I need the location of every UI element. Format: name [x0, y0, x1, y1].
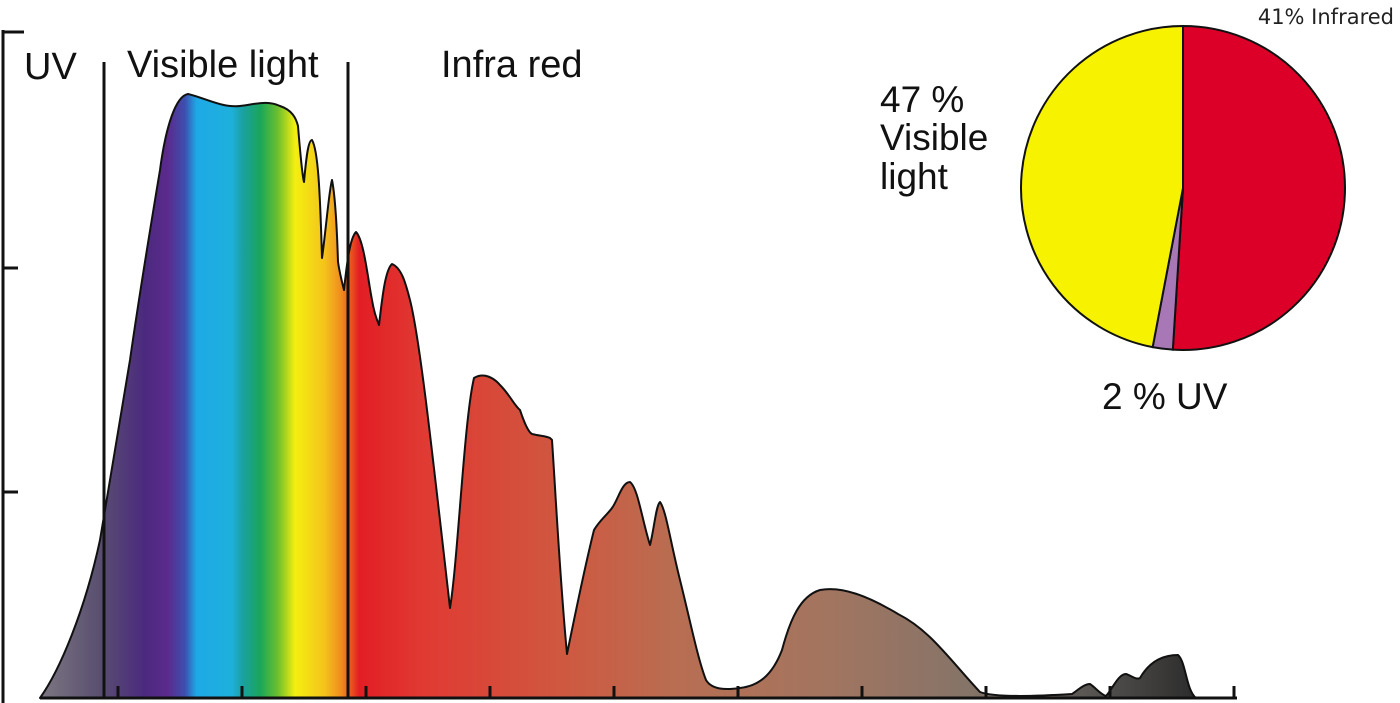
infrared-region-label: Infra red	[441, 44, 583, 86]
pie-visible-label-line-3: light	[880, 156, 949, 197]
visible-region-label: Visible light	[127, 44, 319, 86]
uv-region-label: UV	[24, 46, 77, 88]
pie-slice-visible-light	[1020, 24, 1184, 349]
energy-share-pie	[1020, 24, 1347, 351]
pie-visible-label-line-2: Visible	[880, 117, 988, 158]
solar-spectrum-curve	[39, 93, 1197, 699]
x-ticks	[116, 686, 1236, 698]
pie-slice-infrared	[1171, 24, 1347, 351]
chart-axes	[1, 30, 1237, 703]
infrared-percent-label: 41% Infrared	[1258, 5, 1394, 29]
pie-visible-label-line-1: 47 %	[880, 79, 964, 120]
pie-visible-label: 47 % Visible light	[880, 79, 999, 197]
pie-uv-label: 2 % UV	[1102, 376, 1228, 417]
